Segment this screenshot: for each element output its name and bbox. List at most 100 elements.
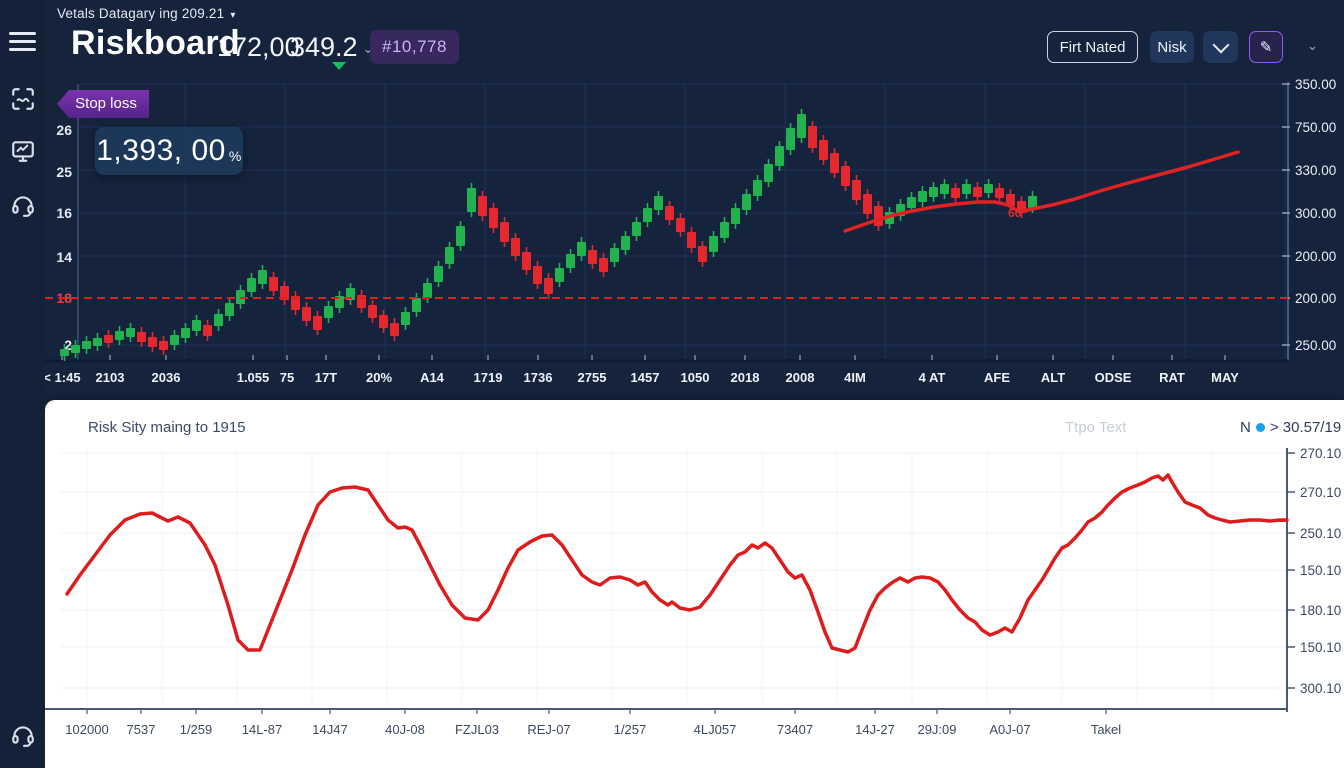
first-nated-button[interactable]: Firt Nated (1047, 31, 1138, 63)
candle (489, 208, 498, 228)
bottom-x-axis-label: 4LJ057 (694, 722, 737, 737)
candle (962, 184, 971, 194)
bottom-x-axis-label: 14J-27 (855, 722, 895, 737)
top-right-axis-label: 330.00 (1295, 163, 1336, 178)
bottom-right-axis-label: 270.10 (1300, 485, 1341, 500)
risk-button[interactable]: Nisk (1150, 31, 1194, 63)
panel-legend: N > 30.57/19 (1240, 419, 1341, 436)
monitor-icon[interactable] (10, 138, 36, 164)
top-right-axis-label: 200.00 (1295, 291, 1336, 306)
candle (82, 341, 91, 349)
risk-panel: Risk Sity maing to 1915 Ttpo Text N > 30… (45, 400, 1344, 768)
candle (401, 312, 410, 325)
top-x-axis-label: 4IM (844, 370, 866, 385)
candle (379, 315, 388, 328)
header-price-value: 172,00 (217, 32, 300, 62)
chevron-down-icon (1212, 36, 1229, 53)
dropdown-button[interactable] (1203, 31, 1238, 63)
dataset-label: Vetals Datagary ing 209.21 (57, 6, 225, 21)
risk-line-chart[interactable]: 270.10 270.10 250.10 150.10 180.10 150.10 300.… (0, 440, 1344, 768)
top-x-axis-label: 1.055 (237, 370, 270, 385)
candle (654, 196, 663, 210)
candle (280, 286, 289, 300)
bottom-x-axis-label: 102000 (65, 722, 108, 737)
candle (742, 194, 751, 210)
candle (951, 188, 960, 198)
candle (291, 296, 300, 310)
candle (60, 349, 69, 356)
top-right-axis-label: 300.00 (1295, 206, 1336, 221)
bottom-x-axis-label: 7537 (127, 722, 156, 737)
legend-prefix: N (1240, 419, 1251, 436)
page-title: Riskboard (71, 24, 240, 62)
bottom-x-axis-label: A0J-07 (989, 722, 1030, 737)
bottom-x-axis-label: FZJL03 (455, 722, 499, 737)
top-x-axis-label: 1457 (631, 370, 660, 385)
top-x-axis-label: AFE (984, 370, 1010, 385)
candle (126, 328, 135, 337)
candle (181, 328, 190, 338)
scan-icon[interactable] (10, 86, 36, 112)
candle (478, 196, 487, 216)
bottom-x-axis-label: REJ-07 (527, 722, 570, 737)
candle (731, 208, 740, 224)
bottom-x-axis-label: 1/257 (614, 722, 647, 737)
bottom-chart-group: 270.10 270.10 250.10 150.10 180.10 150.10 300.… (45, 446, 1341, 737)
candle (830, 153, 839, 173)
top-x-axis-label: 2036 (152, 370, 181, 385)
candle (1028, 196, 1037, 208)
candle (709, 236, 718, 252)
stop-loss-tag[interactable]: Stop loss (57, 90, 149, 118)
candle (599, 258, 608, 272)
candle (170, 335, 179, 345)
top-x-axis-label: 2018 (731, 370, 760, 385)
candle (555, 268, 564, 282)
edit-button[interactable]: ✎ (1249, 31, 1283, 63)
top-x-axis-label: ALT (1041, 370, 1065, 385)
candle (412, 298, 421, 312)
header: Vetals Datagary ing 209.21 ▾ Riskboard 17… (45, 0, 1344, 78)
candle (115, 331, 124, 340)
candle (544, 278, 553, 294)
candle (71, 345, 80, 353)
bottom-right-axis-label: 250.10 (1300, 526, 1341, 541)
headset-icon-bottom[interactable] (10, 722, 36, 748)
top-x-axis-label: 2755 (578, 370, 607, 385)
menu-icon[interactable] (9, 32, 36, 52)
candle (874, 206, 883, 226)
candle (643, 208, 652, 222)
top-x-axis-label: 2103 (96, 370, 125, 385)
candle (192, 320, 201, 331)
candle (786, 128, 795, 150)
candle (995, 188, 1004, 198)
top-x-axis-label: 2008 (786, 370, 815, 385)
bottom-x-axis-label: 14L-87 (242, 722, 282, 737)
top-x-axis-label: 1050 (681, 370, 710, 385)
candle (819, 140, 828, 160)
candle (225, 303, 234, 316)
top-left-axis-label: 26 (56, 122, 72, 138)
candlestick-chart[interactable]: 350.00 750.00 330.00 300.00 200.00 200.00 250.… (0, 78, 1344, 398)
candle (808, 126, 817, 148)
headset-icon[interactable] (10, 192, 36, 218)
candle (445, 247, 454, 264)
top-x-axis-label: 20% (366, 370, 392, 385)
candle (357, 295, 366, 308)
candle (841, 166, 850, 186)
top-x-axis-label: RAT (1159, 370, 1185, 385)
candle (720, 222, 729, 238)
header-change-dropdown[interactable]: 349.2 ⌄ (290, 32, 373, 63)
candle (203, 325, 212, 336)
candle (511, 238, 520, 256)
top-right-axis-label: 200.00 (1295, 249, 1336, 264)
bottom-x-axis-label: 1/259 (180, 722, 213, 737)
candle (940, 184, 949, 194)
candle (1006, 194, 1015, 206)
top-x-axis-label: 17T (315, 370, 337, 385)
candle (137, 332, 146, 342)
candle (973, 187, 982, 197)
amount-badge[interactable]: #10,778 (370, 30, 459, 64)
collapse-caret[interactable]: ⌄ (1307, 38, 1318, 53)
dataset-selector[interactable]: Vetals Datagary ing 209.21 ▾ (57, 6, 236, 21)
candle (148, 337, 157, 347)
